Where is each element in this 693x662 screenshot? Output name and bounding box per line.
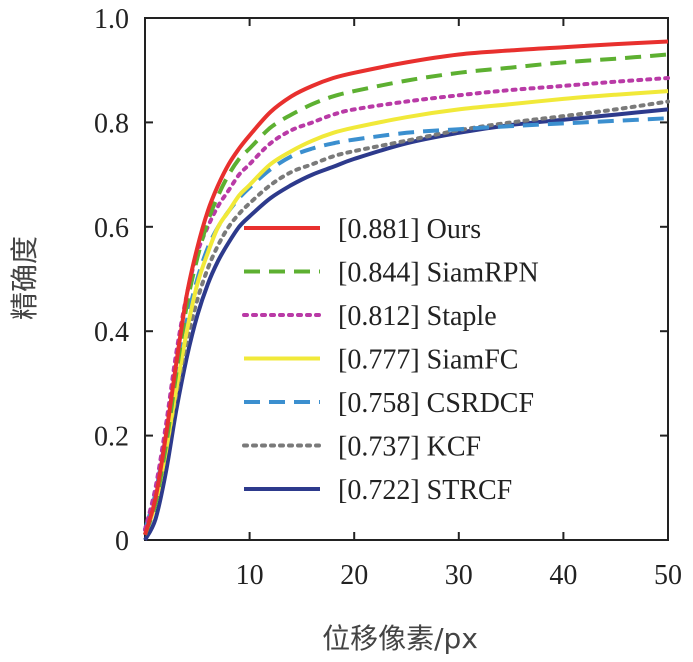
series-lines <box>143 39 670 541</box>
series-line <box>143 39 669 536</box>
legend-label: [0.758] CSRDCF <box>338 388 534 419</box>
y-tick-label: 1.0 <box>94 4 129 35</box>
y-tick-label: 0.2 <box>94 422 129 453</box>
legend-label: [0.812] Staple <box>338 301 497 332</box>
x-tick-label: 10 <box>236 560 264 591</box>
x-tick-label: 50 <box>654 560 682 591</box>
y-tick-label: 0.8 <box>94 108 129 139</box>
x-tick-label: 40 <box>549 560 577 591</box>
x-tick-label: 30 <box>445 560 473 591</box>
series-line <box>143 52 669 536</box>
series-line <box>143 99 670 532</box>
y-axis-title: 精确度 <box>8 236 41 320</box>
series-line <box>143 116 669 531</box>
legend: [0.881] Ours [0.844] SiamRPN [0.812] Stapl… <box>242 214 539 506</box>
legend-label: [0.881] Ours <box>338 214 481 245</box>
legend-label: [0.737] KCF <box>338 432 481 463</box>
plot-frame <box>144 17 669 541</box>
y-tick-label: 0.6 <box>94 213 129 244</box>
y-tick-label: 0 <box>115 526 129 557</box>
legend-label: [0.777] SiamFC <box>338 345 518 376</box>
series-line <box>143 89 669 536</box>
x-axis-title: 位移像素/px <box>322 622 478 655</box>
legend-label: [0.722] STRCF <box>338 475 512 506</box>
y-tick-label: 0.4 <box>94 317 129 348</box>
axes: 0 0.2 0.4 0.6 0.8 1.0 10 20 30 40 50 <box>94 4 682 591</box>
legend-label: [0.844] SiamRPN <box>338 258 539 289</box>
x-tick-label: 20 <box>340 560 368 591</box>
